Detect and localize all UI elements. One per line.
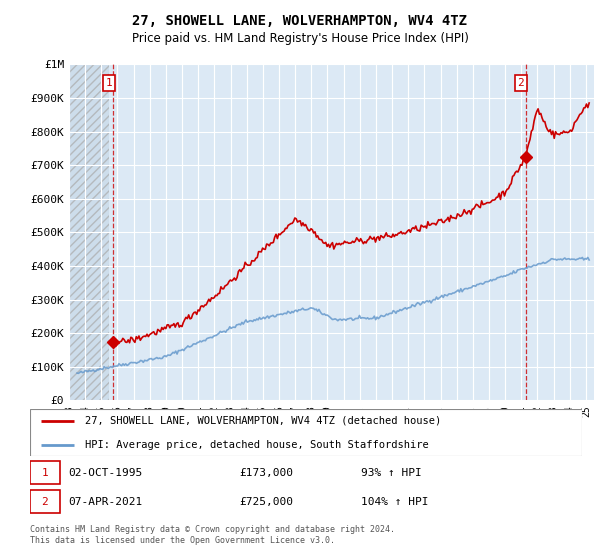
Text: 93% ↑ HPI: 93% ↑ HPI [361,468,422,478]
Text: 07-APR-2021: 07-APR-2021 [68,497,143,507]
Text: 2: 2 [41,497,48,507]
Text: £725,000: £725,000 [240,497,294,507]
Text: 1: 1 [41,468,48,478]
Text: 27, SHOWELL LANE, WOLVERHAMPTON, WV4 4TZ (detached house): 27, SHOWELL LANE, WOLVERHAMPTON, WV4 4TZ… [85,416,442,426]
Text: 2: 2 [518,78,524,88]
Text: 02-OCT-1995: 02-OCT-1995 [68,468,143,478]
Text: 104% ↑ HPI: 104% ↑ HPI [361,497,428,507]
Text: HPI: Average price, detached house, South Staffordshire: HPI: Average price, detached house, Sout… [85,440,429,450]
Bar [30,490,61,514]
Bar [30,461,61,484]
Text: Price paid vs. HM Land Registry's House Price Index (HPI): Price paid vs. HM Land Registry's House … [131,32,469,45]
Text: £173,000: £173,000 [240,468,294,478]
Text: 1: 1 [106,78,112,88]
Text: 27, SHOWELL LANE, WOLVERHAMPTON, WV4 4TZ: 27, SHOWELL LANE, WOLVERHAMPTON, WV4 4TZ [133,14,467,28]
Text: Contains HM Land Registry data © Crown copyright and database right 2024.
This d: Contains HM Land Registry data © Crown c… [30,525,395,545]
Bar [69,64,109,400]
